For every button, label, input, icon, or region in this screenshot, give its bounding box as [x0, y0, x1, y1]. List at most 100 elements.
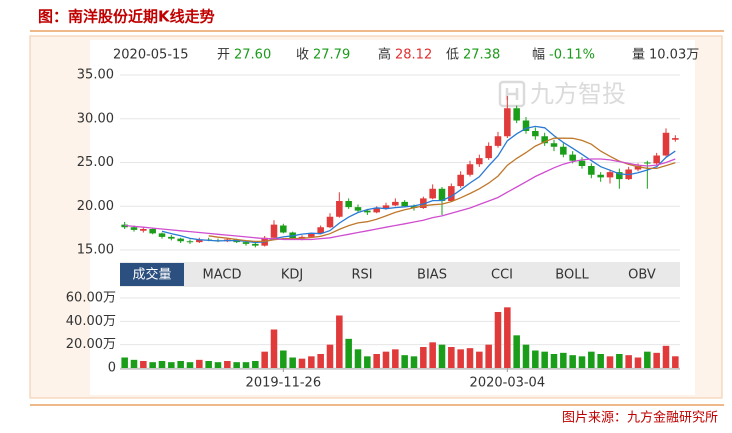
quote-label: 开 [217, 48, 230, 63]
volume-bar [616, 354, 623, 368]
volume-bar [578, 356, 586, 368]
candle-body [401, 201, 408, 207]
candle-body [336, 201, 343, 217]
volume-bar [672, 356, 679, 368]
candle-body [382, 205, 390, 208]
volume-bar [140, 361, 147, 368]
candle-body [532, 131, 539, 137]
volume-bar [354, 349, 362, 368]
volume-bar [476, 351, 483, 368]
candle-body [541, 136, 548, 144]
candle-body [308, 233, 315, 237]
volume-bar [550, 354, 558, 368]
page-title: 图：南洋股份近期K线走势 [38, 8, 215, 26]
candle-body [438, 188, 446, 201]
volume-bar [168, 362, 175, 368]
volume-bar [121, 357, 128, 368]
candle-body [662, 132, 670, 156]
volume-bar [298, 358, 306, 368]
volume-bar [494, 312, 502, 368]
candle-body [420, 198, 427, 208]
candle-body [457, 174, 464, 187]
watermark: 九方智投 [498, 80, 626, 108]
candle-body [345, 201, 352, 208]
candle-body [448, 186, 455, 201]
tab[interactable]: BOLL [555, 268, 589, 283]
moving-average [208, 137, 676, 243]
quote-value: -0.11% [549, 48, 595, 63]
volume-bar [541, 351, 548, 368]
volume-bar [158, 361, 166, 368]
candle-body [466, 164, 474, 175]
volume-bar [186, 362, 194, 368]
volume-bar [373, 354, 380, 368]
volume-bar [438, 344, 446, 368]
volume-bar [634, 357, 642, 368]
volume-bar [364, 356, 371, 368]
volume-tick-label: 0 [108, 361, 116, 376]
tab[interactable]: KDJ [281, 268, 303, 283]
quote-label: 低 [446, 48, 459, 63]
quote-value: 10.03万 [649, 48, 699, 63]
candle-body [140, 229, 147, 231]
candle-body [476, 158, 483, 165]
volume-bar [382, 351, 390, 368]
candle-body [644, 162, 651, 164]
volume-bar [485, 344, 492, 368]
volume-bar [513, 335, 520, 368]
tab[interactable]: CCI [491, 268, 513, 283]
candle-body [522, 120, 530, 131]
candle-body [242, 242, 250, 244]
volume-bar [130, 359, 138, 368]
candle-body [606, 172, 614, 178]
candle-body [270, 224, 278, 238]
candle-body [485, 145, 492, 159]
quote-value: 28.12 [395, 48, 432, 63]
volume-tick-label: 20.00万 [66, 337, 116, 352]
candle-body [168, 236, 175, 239]
candle-body [177, 238, 184, 242]
volume-bar [242, 362, 250, 368]
volume-bar [532, 350, 539, 368]
tab-selected [120, 263, 184, 286]
volume-bar [289, 357, 296, 368]
volume-tick-label: 60.00万 [66, 291, 116, 306]
candle-body [130, 227, 138, 230]
volume-bar [261, 351, 268, 368]
candle-body [504, 108, 511, 137]
volume-bar [224, 361, 231, 368]
quote-value: 27.79 [313, 48, 350, 63]
volume-bar [270, 329, 278, 368]
volume-bar [448, 347, 455, 368]
volume-bar [522, 344, 530, 368]
volume-bar [420, 347, 427, 368]
quote-value: 27.60 [234, 48, 271, 63]
quote-label: 收 [296, 48, 309, 63]
moving-average [124, 158, 676, 241]
candle-body [149, 229, 156, 234]
tab[interactable]: OBV [628, 268, 656, 283]
volume-bar [457, 349, 464, 368]
volume-bar [280, 350, 287, 368]
quote-label: 幅 [532, 48, 545, 63]
tab[interactable]: 成交量 [132, 267, 171, 283]
tab[interactable]: MACD [203, 268, 242, 283]
y-tick-label: 15.00 [77, 243, 114, 258]
volume-bar [317, 354, 324, 368]
quote-label: 量 [632, 48, 645, 63]
candle-body [280, 225, 287, 233]
candle-body [560, 146, 567, 155]
volume-bar [326, 344, 334, 368]
candle-body [550, 143, 558, 147]
volume-bar [308, 356, 315, 368]
volume-bar [597, 354, 604, 368]
volume-bar [345, 338, 352, 368]
candle-body [354, 207, 362, 211]
volume-bar [252, 361, 259, 368]
tab[interactable]: RSI [351, 268, 372, 283]
candle-body [513, 108, 520, 121]
candle-body [252, 243, 259, 246]
candle-body [588, 166, 595, 175]
tab[interactable]: BIAS [417, 268, 447, 283]
